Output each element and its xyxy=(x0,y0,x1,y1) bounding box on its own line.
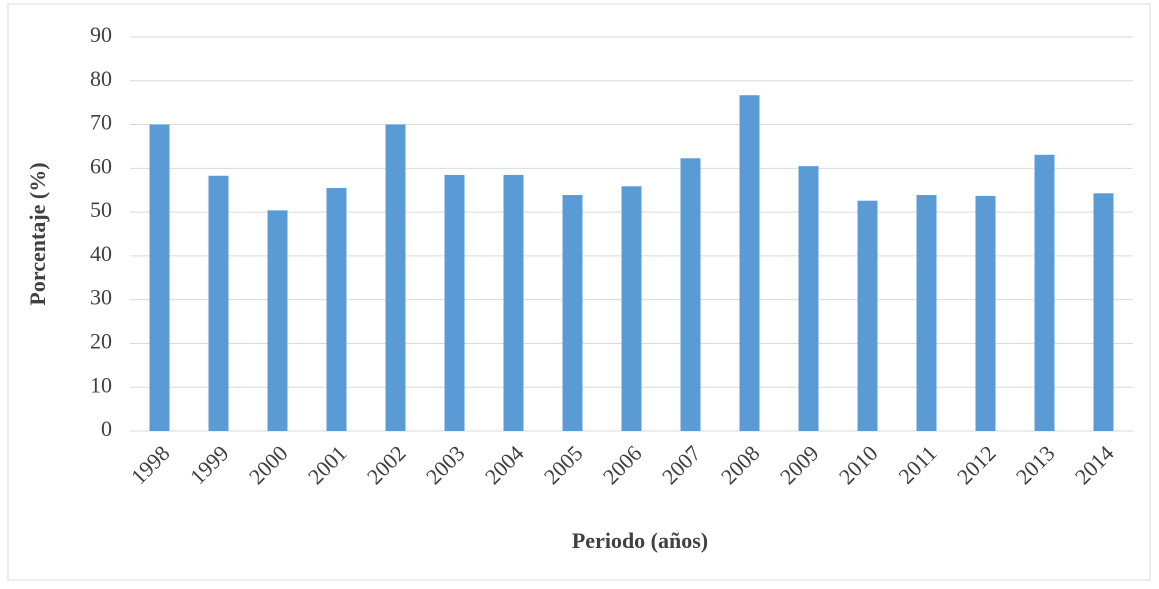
bar xyxy=(444,174,465,431)
bar xyxy=(798,166,819,431)
y-tick-label: 90 xyxy=(90,22,112,47)
bar xyxy=(975,195,996,431)
y-tick-label: 40 xyxy=(90,241,112,266)
bar xyxy=(149,124,170,432)
bar xyxy=(857,200,878,431)
bar xyxy=(621,186,642,431)
bar xyxy=(739,95,760,432)
y-tick-label: 20 xyxy=(90,328,112,353)
bar xyxy=(562,195,583,431)
bar xyxy=(1034,154,1055,432)
x-axis-title: Periodo (años) xyxy=(572,528,708,553)
bar xyxy=(503,174,524,431)
bar xyxy=(916,195,937,431)
bar xyxy=(1093,193,1114,431)
bar xyxy=(385,124,406,432)
bar xyxy=(267,210,288,431)
y-tick-label: 0 xyxy=(101,416,112,441)
y-tick-label: 10 xyxy=(90,372,112,397)
bar xyxy=(208,175,229,431)
y-tick-label: 60 xyxy=(90,153,112,178)
y-axis-title: Porcentaje (%) xyxy=(25,162,50,305)
bar xyxy=(680,158,701,431)
y-tick-label: 70 xyxy=(90,110,112,135)
bar xyxy=(326,188,347,431)
y-tick-label: 80 xyxy=(90,66,112,91)
y-tick-label: 30 xyxy=(90,285,112,310)
y-tick-label: 50 xyxy=(90,197,112,222)
